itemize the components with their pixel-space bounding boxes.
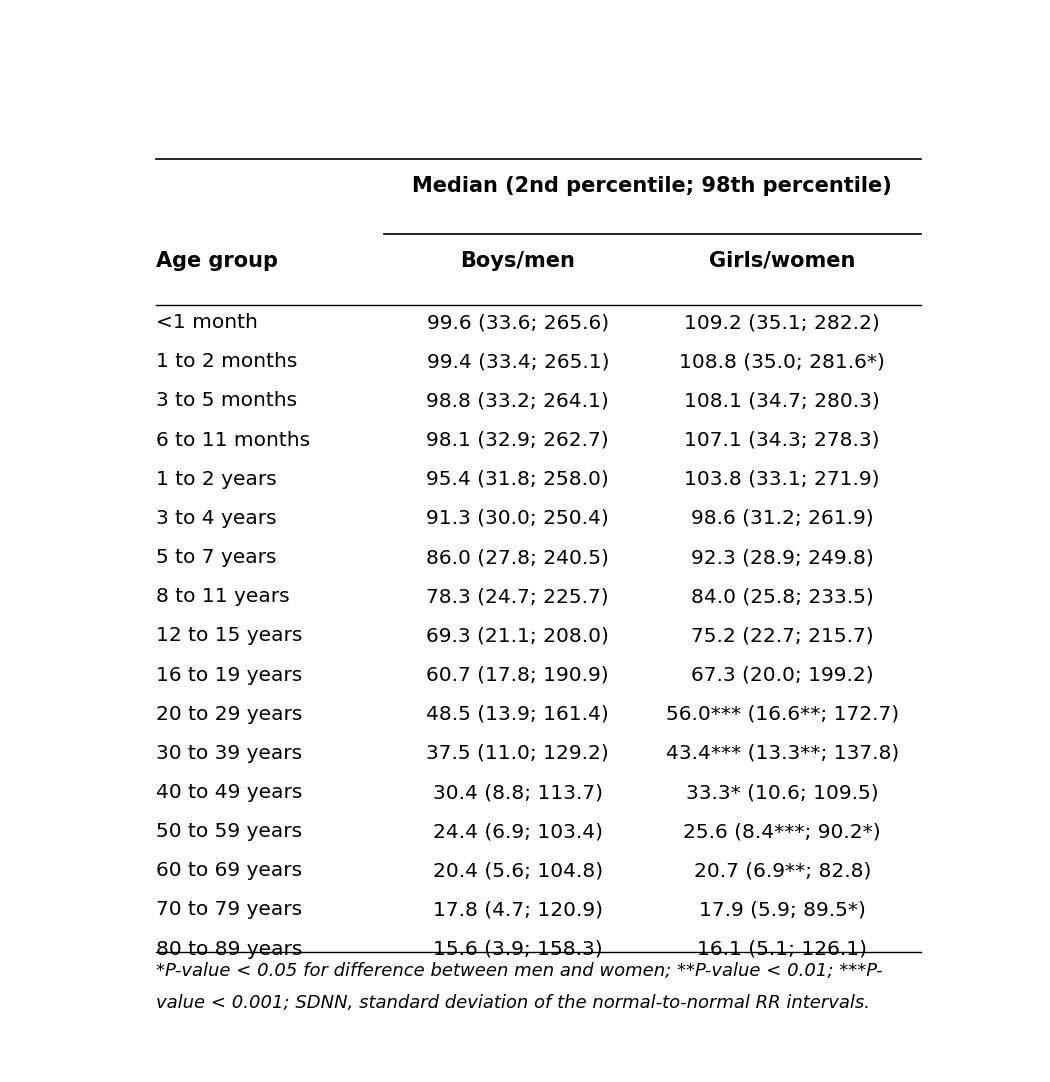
- Text: Boys/men: Boys/men: [460, 251, 575, 270]
- Text: 16.1 (5.1; 126.1): 16.1 (5.1; 126.1): [697, 939, 867, 959]
- Text: 17.9 (5.9; 89.5*): 17.9 (5.9; 89.5*): [699, 900, 865, 920]
- Text: 3 to 5 months: 3 to 5 months: [155, 392, 297, 410]
- Text: 99.6 (33.6; 265.6): 99.6 (33.6; 265.6): [426, 313, 609, 332]
- Text: 20 to 29 years: 20 to 29 years: [155, 704, 302, 724]
- Text: 56.0*** (16.6**; 172.7): 56.0*** (16.6**; 172.7): [666, 704, 899, 724]
- Text: 91.3 (30.0; 250.4): 91.3 (30.0; 250.4): [426, 509, 609, 528]
- Text: *P-value < 0.05 for difference between men and women; **P-value < 0.01; ***P-: *P-value < 0.05 for difference between m…: [155, 962, 882, 980]
- Text: Age group: Age group: [155, 251, 277, 270]
- Text: 37.5 (11.0; 129.2): 37.5 (11.0; 129.2): [426, 743, 609, 763]
- Text: 60 to 69 years: 60 to 69 years: [155, 861, 301, 881]
- Text: 80 to 89 years: 80 to 89 years: [155, 939, 302, 959]
- Text: 99.4 (33.4; 265.1): 99.4 (33.4; 265.1): [426, 353, 609, 371]
- Text: 98.8 (33.2; 264.1): 98.8 (33.2; 264.1): [426, 392, 609, 410]
- Text: 40 to 49 years: 40 to 49 years: [155, 783, 302, 802]
- Text: 33.3* (10.6; 109.5): 33.3* (10.6; 109.5): [686, 783, 879, 802]
- Text: 24.4 (6.9; 103.4): 24.4 (6.9; 103.4): [433, 822, 603, 841]
- Text: 25.6 (8.4***; 90.2*): 25.6 (8.4***; 90.2*): [684, 822, 881, 841]
- Text: 1 to 2 months: 1 to 2 months: [155, 353, 297, 371]
- Text: 78.3 (24.7; 225.7): 78.3 (24.7; 225.7): [426, 588, 609, 606]
- Text: 15.6 (3.9; 158.3): 15.6 (3.9; 158.3): [433, 939, 603, 959]
- Text: 103.8 (33.1; 271.9): 103.8 (33.1; 271.9): [685, 470, 880, 489]
- Text: 20.4 (5.6; 104.8): 20.4 (5.6; 104.8): [433, 861, 603, 881]
- Text: 48.5 (13.9; 161.4): 48.5 (13.9; 161.4): [426, 704, 609, 724]
- Text: 108.8 (35.0; 281.6*): 108.8 (35.0; 281.6*): [679, 353, 885, 371]
- Text: 70 to 79 years: 70 to 79 years: [155, 900, 301, 920]
- Text: 6 to 11 months: 6 to 11 months: [155, 431, 310, 450]
- Text: 3 to 4 years: 3 to 4 years: [155, 509, 276, 528]
- Text: 16 to 19 years: 16 to 19 years: [155, 665, 302, 685]
- Text: 20.7 (6.9**; 82.8): 20.7 (6.9**; 82.8): [694, 861, 870, 881]
- Text: 30 to 39 years: 30 to 39 years: [155, 743, 301, 763]
- Text: 92.3 (28.9; 249.8): 92.3 (28.9; 249.8): [691, 549, 874, 567]
- Text: 86.0 (27.8; 240.5): 86.0 (27.8; 240.5): [426, 549, 609, 567]
- Text: 98.1 (32.9; 262.7): 98.1 (32.9; 262.7): [426, 431, 609, 450]
- Text: 5 to 7 years: 5 to 7 years: [155, 549, 276, 567]
- Text: 108.1 (34.7; 280.3): 108.1 (34.7; 280.3): [685, 392, 880, 410]
- Text: value < 0.001; SDNN, standard deviation of the normal-to-normal RR intervals.: value < 0.001; SDNN, standard deviation …: [155, 993, 869, 1012]
- Text: 84.0 (25.8; 233.5): 84.0 (25.8; 233.5): [691, 588, 874, 606]
- Text: 60.7 (17.8; 190.9): 60.7 (17.8; 190.9): [426, 665, 609, 685]
- Text: 95.4 (31.8; 258.0): 95.4 (31.8; 258.0): [426, 470, 609, 489]
- Text: 75.2 (22.7; 215.7): 75.2 (22.7; 215.7): [691, 626, 874, 645]
- Text: 1 to 2 years: 1 to 2 years: [155, 470, 276, 489]
- Text: 107.1 (34.3; 278.3): 107.1 (34.3; 278.3): [685, 431, 880, 450]
- Text: 12 to 15 years: 12 to 15 years: [155, 626, 302, 645]
- Text: 109.2 (35.1; 282.2): 109.2 (35.1; 282.2): [685, 313, 880, 332]
- Text: 30.4 (8.8; 113.7): 30.4 (8.8; 113.7): [433, 783, 603, 802]
- Text: 50 to 59 years: 50 to 59 years: [155, 822, 301, 841]
- Text: 98.6 (31.2; 261.9): 98.6 (31.2; 261.9): [691, 509, 874, 528]
- Text: Median (2nd percentile; 98th percentile): Median (2nd percentile; 98th percentile): [413, 175, 891, 196]
- Text: Girls/women: Girls/women: [709, 251, 856, 270]
- Text: 69.3 (21.1; 208.0): 69.3 (21.1; 208.0): [426, 626, 609, 645]
- Text: 43.4*** (13.3**; 137.8): 43.4*** (13.3**; 137.8): [666, 743, 899, 763]
- Text: 8 to 11 years: 8 to 11 years: [155, 588, 290, 606]
- Text: <1 month: <1 month: [155, 313, 257, 332]
- Text: 17.8 (4.7; 120.9): 17.8 (4.7; 120.9): [433, 900, 603, 920]
- Text: 67.3 (20.0; 199.2): 67.3 (20.0; 199.2): [691, 665, 874, 685]
